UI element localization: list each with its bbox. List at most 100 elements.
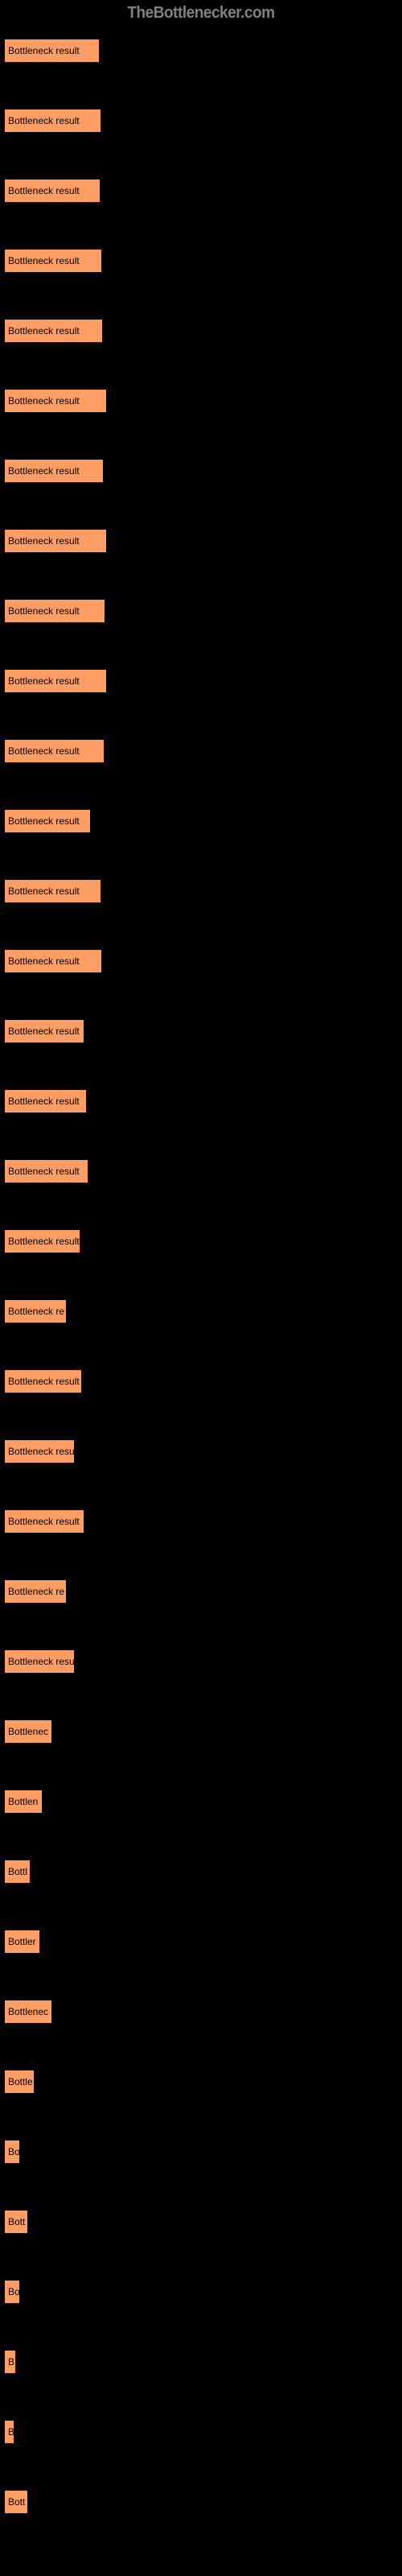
- bottleneck-bar: Bottler: [4, 1930, 40, 1954]
- bar-label: Bottleneck result: [8, 1376, 80, 1387]
- bottleneck-bar: Bottleneck result: [4, 459, 104, 483]
- bar-label: Bottleneck result: [8, 956, 80, 967]
- bar-row: Bottleneck result: [4, 1509, 402, 1534]
- bar-label: Bottleneck result: [8, 115, 80, 126]
- bottleneck-bar: Bottleneck resu: [4, 1439, 75, 1463]
- bar-row: Bottleneck result: [4, 1229, 402, 1253]
- bar-label: Bottleneck result: [8, 465, 80, 477]
- bar-label: Bottleneck result: [8, 185, 80, 196]
- bottleneck-bar: Bottleneck result: [4, 1369, 82, 1393]
- bar-row: Bottleneck result: [4, 1089, 402, 1113]
- bar-row: Bottler: [4, 1930, 402, 1954]
- bottleneck-bar-chart: Bottleneck result Bottleneck result Bottle…: [0, 39, 402, 2514]
- bar-row: Bo: [4, 2140, 402, 2164]
- bar-row: Bottleneck result: [4, 599, 402, 623]
- bar-row: Bo: [4, 2280, 402, 2304]
- bar-label: Bottleneck result: [8, 1096, 80, 1107]
- bottleneck-bar: Bottleneck result: [4, 179, 100, 203]
- bar-label: Bottleneck result: [8, 45, 80, 56]
- bar-row: Bottleneck result: [4, 459, 402, 483]
- bottleneck-bar: Bottleneck result: [4, 739, 105, 763]
- bar-label: Bo: [8, 2286, 20, 2297]
- bar-row: Bottlenec: [4, 2000, 402, 2024]
- bottleneck-bar: Bottleneck result: [4, 389, 107, 413]
- bottleneck-bar: Bottleneck result: [4, 1019, 84, 1043]
- bar-row: Bottlenec: [4, 1719, 402, 1744]
- bar-label: Bottleneck resu: [8, 1656, 75, 1667]
- bar-row: Bottleneck result: [4, 739, 402, 763]
- bar-label: Bottleneck result: [8, 535, 80, 547]
- bar-row: Bottlen: [4, 1790, 402, 1814]
- bar-row: Bottleneck result: [4, 39, 402, 63]
- bottleneck-bar: Bottleneck result: [4, 669, 107, 693]
- bar-row: Bottleneck result: [4, 949, 402, 973]
- bar-row: Bottleneck result: [4, 1369, 402, 1393]
- bottleneck-bar: Bottleneck result: [4, 1159, 88, 1183]
- bottleneck-bar: Bottlenec: [4, 2000, 52, 2024]
- bar-row: Bottleneck resu: [4, 1649, 402, 1674]
- bottleneck-bar: Bottlenec: [4, 1719, 52, 1744]
- bottleneck-bar: Bottleneck result: [4, 949, 102, 973]
- bottleneck-bar: Bottleneck re: [4, 1299, 67, 1323]
- bar-label: Bottlenec: [8, 2006, 48, 2017]
- bottleneck-bar: Bottleneck result: [4, 319, 103, 343]
- bar-label: Bottlen: [8, 1796, 38, 1807]
- bottleneck-bar: Bottleneck result: [4, 1509, 84, 1534]
- bottleneck-bar: Bottleneck result: [4, 39, 100, 63]
- bottleneck-bar: B: [4, 2350, 16, 2374]
- bottleneck-bar: Bottleneck result: [4, 809, 91, 833]
- bottleneck-bar: Bottlen: [4, 1790, 43, 1814]
- bar-label: Bottleneck result: [8, 1166, 80, 1177]
- bar-row: Bottleneck resu: [4, 1439, 402, 1463]
- bar-row: Bottleneck result: [4, 1159, 402, 1183]
- bar-label: Bottleneck re: [8, 1306, 64, 1317]
- bottleneck-bar: Bottleneck result: [4, 1089, 87, 1113]
- bar-label: Bottleneck result: [8, 1516, 80, 1527]
- bar-label: B: [8, 2356, 14, 2368]
- bottleneck-bar: Bott: [4, 2210, 28, 2234]
- bar-label: Bottleneck result: [8, 325, 80, 336]
- bar-row: Bottleneck result: [4, 109, 402, 133]
- bar-label: Bottler: [8, 1936, 36, 1947]
- bottleneck-bar: Bottle: [4, 2070, 35, 2094]
- bar-row: Bottleneck re: [4, 1579, 402, 1604]
- bottleneck-bar: Bottleneck result: [4, 879, 101, 903]
- bar-row: Bottleneck result: [4, 319, 402, 343]
- bar-label: Bottleneck result: [8, 395, 80, 407]
- bar-row: Bottleneck result: [4, 879, 402, 903]
- bar-label: Bottl: [8, 1866, 27, 1877]
- bar-label: Bottle: [8, 2076, 33, 2087]
- bottleneck-bar: Bottleneck result: [4, 1229, 80, 1253]
- bottleneck-bar: B: [4, 2420, 14, 2444]
- bar-label: Bottlenec: [8, 1726, 48, 1737]
- bar-row: Bott: [4, 2490, 402, 2514]
- bar-row: Bottl: [4, 1860, 402, 1884]
- bar-label: Bott: [8, 2216, 25, 2227]
- bar-row: Bottleneck result: [4, 389, 402, 413]
- bottleneck-bar: Bottleneck result: [4, 599, 105, 623]
- bar-label: Bottleneck result: [8, 745, 80, 757]
- bar-label: Bottleneck result: [8, 815, 80, 827]
- bar-row: Bottleneck result: [4, 249, 402, 273]
- bottleneck-bar: Bo: [4, 2140, 20, 2164]
- bar-row: Bott: [4, 2210, 402, 2234]
- bar-label: Bottleneck result: [8, 675, 80, 687]
- bar-row: Bottle: [4, 2070, 402, 2094]
- bar-label: Bottleneck re: [8, 1586, 64, 1597]
- bar-row: B: [4, 2350, 402, 2374]
- bar-row: Bottleneck result: [4, 179, 402, 203]
- bar-row: Bottleneck result: [4, 809, 402, 833]
- bar-label: Bottleneck resu: [8, 1446, 75, 1457]
- bottleneck-bar: Bott: [4, 2490, 28, 2514]
- bar-row: Bottleneck result: [4, 1019, 402, 1043]
- bottleneck-bar: Bottleneck result: [4, 529, 107, 553]
- bottleneck-bar: Bottleneck resu: [4, 1649, 75, 1674]
- bar-row: Bottleneck re: [4, 1299, 402, 1323]
- bottleneck-bar: Bottleneck result: [4, 249, 102, 273]
- bar-row: B: [4, 2420, 402, 2444]
- bar-label: Bottleneck result: [8, 255, 80, 266]
- bar-label: Bott: [8, 2496, 25, 2508]
- bar-label: Bottleneck result: [8, 886, 80, 897]
- bottleneck-bar: Bottleneck result: [4, 109, 101, 133]
- bar-row: Bottleneck result: [4, 529, 402, 553]
